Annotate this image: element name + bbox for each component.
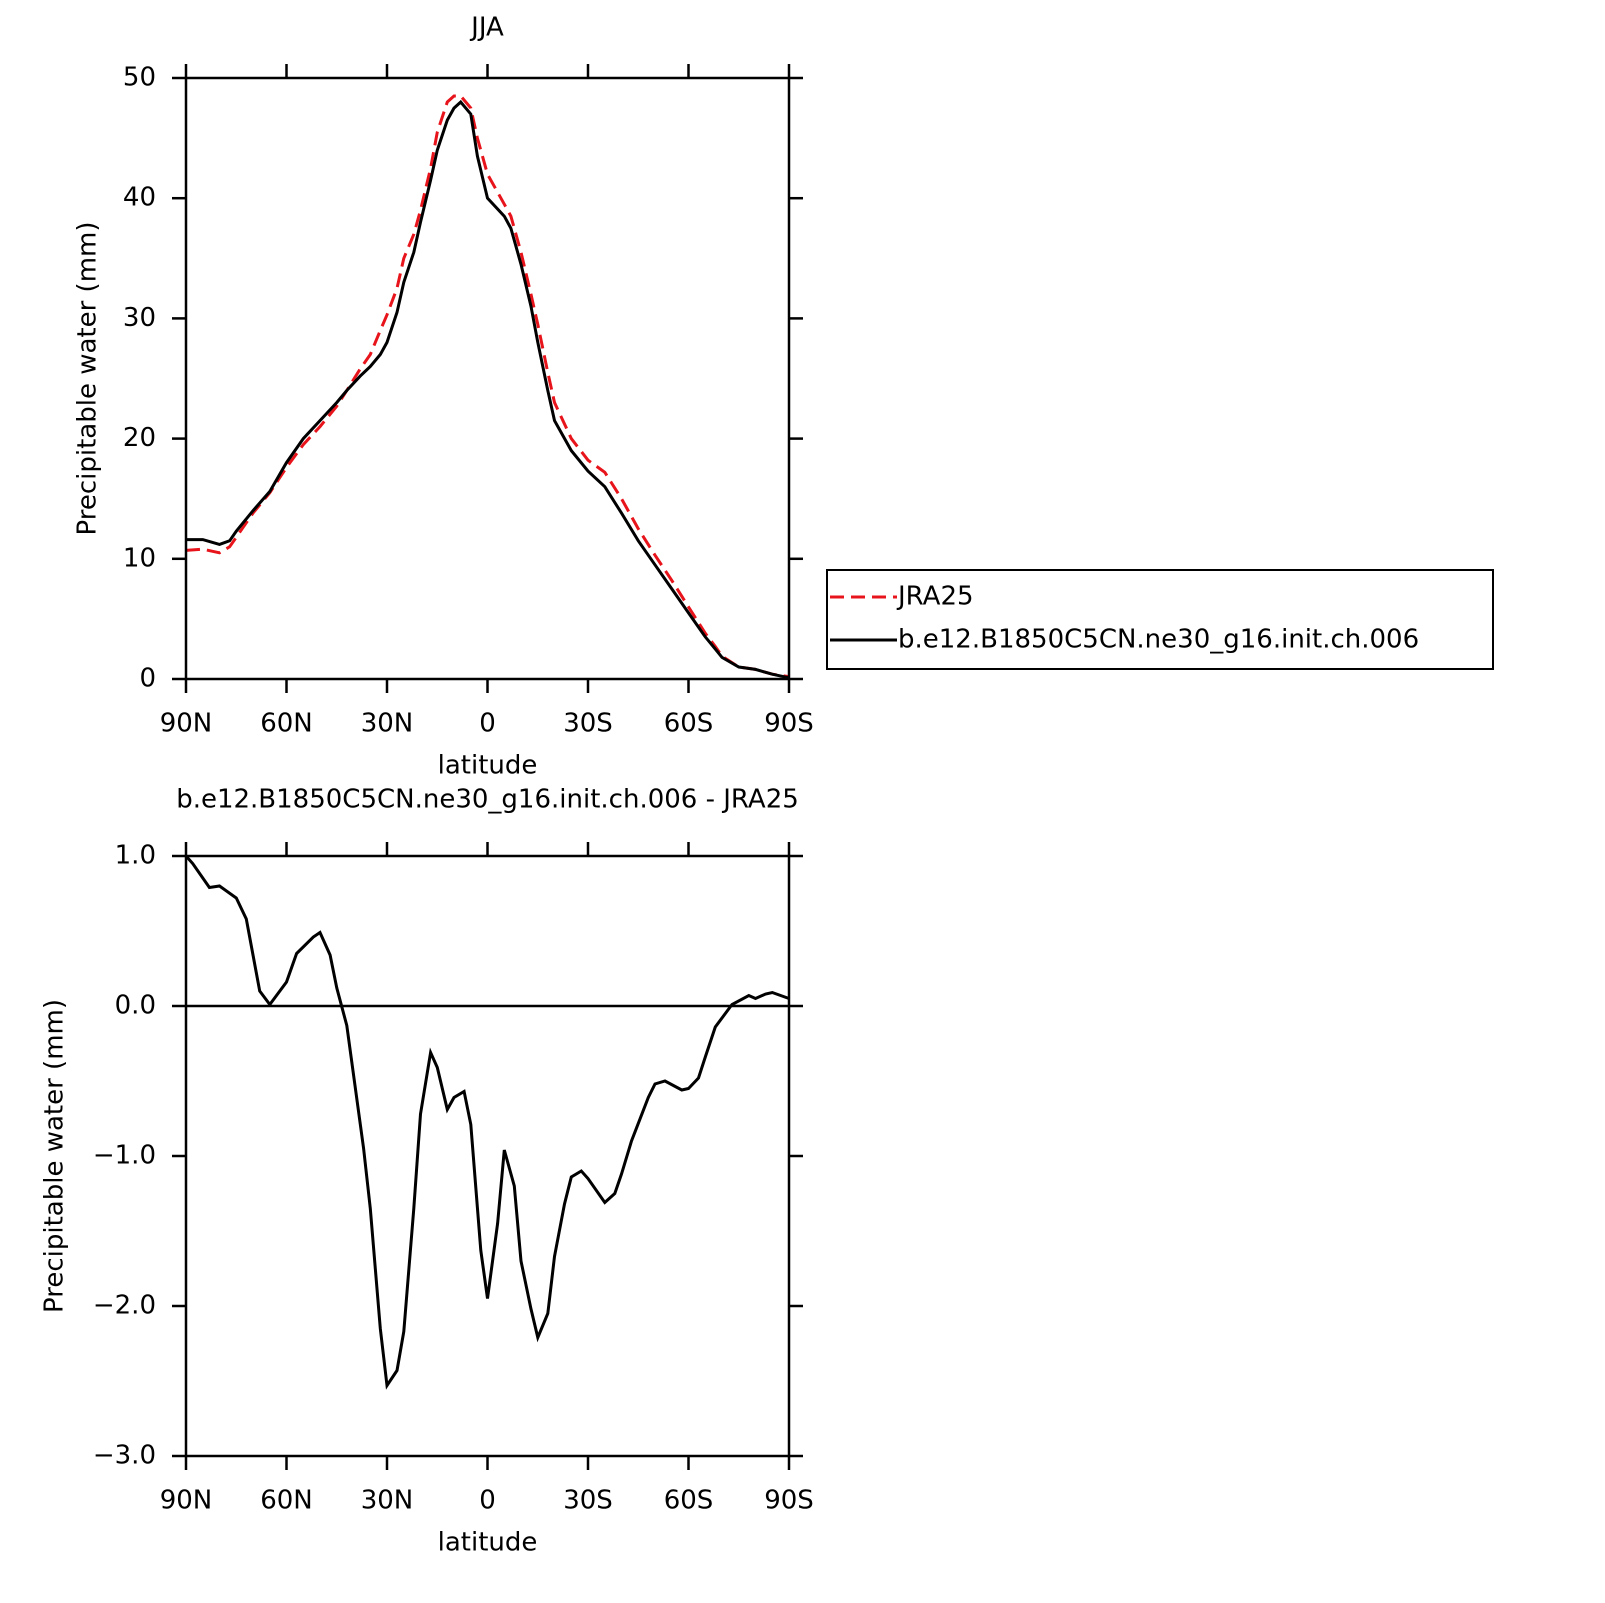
x-tick-label: 90N xyxy=(160,1486,213,1516)
legend-box xyxy=(826,569,1494,670)
x-tick-label: 90S xyxy=(764,709,814,739)
x-tick-label: 60S xyxy=(664,1486,714,1516)
data-line xyxy=(185,94,790,679)
y-tick-label: −2.0 xyxy=(93,1291,156,1321)
x-tick-label: 0 xyxy=(479,709,496,739)
legend-label: b.e12.B1850C5CN.ne30_g16.init.ch.006 xyxy=(898,625,1419,655)
y-tick-label: 10 xyxy=(123,543,156,573)
y-tick-label: 0 xyxy=(139,664,156,694)
x-tick-label: 60S xyxy=(664,709,714,739)
legend-label: JRA25 xyxy=(896,582,974,612)
y-tick-label: 1.0 xyxy=(115,841,156,871)
x-tick-label: 30N xyxy=(361,1486,414,1516)
y-tick-label: −1.0 xyxy=(93,1141,156,1171)
y-axis-label: Precipitable water (mm) xyxy=(73,222,103,536)
x-tick-label: 30S xyxy=(563,1486,613,1516)
x-axis-label: latitude xyxy=(438,751,538,781)
chart-title: b.e12.B1850C5CN.ne30_g16.init.ch.006 - J… xyxy=(176,785,799,815)
x-tick-label: 90S xyxy=(764,1486,814,1516)
x-tick-label: 90N xyxy=(160,709,213,739)
chart-title: JJA xyxy=(469,13,504,43)
y-tick-label: 30 xyxy=(123,303,156,333)
data-line xyxy=(184,855,790,1390)
plot-frame xyxy=(184,854,791,1458)
y-tick-label: 50 xyxy=(123,63,156,93)
y-axis-label: Precipitable water (mm) xyxy=(40,999,70,1313)
x-tick-label: 0 xyxy=(479,1486,496,1516)
y-tick-label: 20 xyxy=(123,423,156,453)
x-tick-label: 60N xyxy=(260,1486,313,1516)
x-tick-label: 30S xyxy=(563,709,613,739)
x-tick-label: 60N xyxy=(260,709,313,739)
x-tick-label: 30N xyxy=(361,709,414,739)
y-tick-label: 40 xyxy=(123,183,156,213)
x-axis-label: latitude xyxy=(438,1528,538,1558)
plot-frame xyxy=(184,76,791,681)
y-tick-label: 0.0 xyxy=(115,991,156,1021)
data-line xyxy=(186,99,790,680)
y-tick-label: −3.0 xyxy=(93,1441,156,1471)
